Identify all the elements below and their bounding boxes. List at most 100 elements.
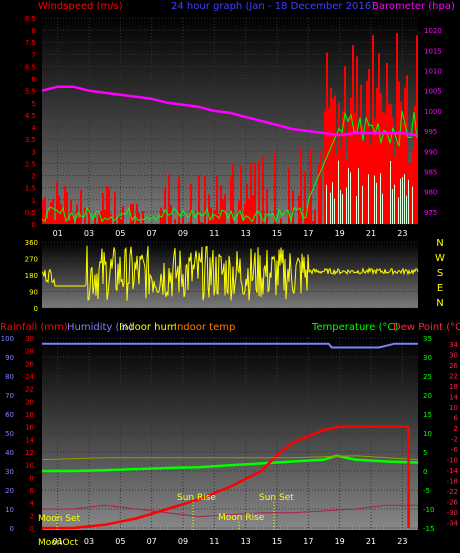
wind-gust-bar	[340, 149, 342, 224]
wind-gust-bar	[386, 62, 388, 224]
wind-gust-bar	[208, 194, 210, 224]
wind-gust-bar	[106, 186, 108, 224]
time-tick-label: 07	[147, 229, 157, 238]
wind-gust-bar	[262, 156, 264, 224]
wind-gust-bar	[80, 190, 82, 224]
temp-tick-label: 30	[423, 354, 432, 362]
wind-gust-bar	[406, 75, 408, 224]
wind-gust-bar	[174, 219, 176, 224]
wind-avg-bar	[382, 193, 383, 224]
wind-gust-bar	[396, 33, 398, 225]
wind-gust-bar	[306, 208, 308, 224]
windspeed-tick-label: 2.5	[25, 160, 36, 168]
indoor-hum-title: Indoor hum	[119, 322, 177, 333]
wind-avg-bar	[362, 185, 363, 224]
chart-title: 24 hour graph (Jan - 18 December 2016)	[171, 1, 375, 12]
wind-avg-bar	[392, 189, 393, 224]
wind-gust-bar	[250, 162, 252, 224]
rain-tick-label: 2	[30, 512, 34, 520]
wind-avg-bar	[404, 174, 405, 224]
wind-gust-bar	[332, 98, 334, 224]
wind-gust-bar	[392, 117, 394, 224]
wind-direction-line	[41, 245, 419, 301]
dewpoint-tick-label: -14	[447, 467, 459, 475]
wind-gust-bar	[60, 204, 62, 224]
wind-avg-bar	[340, 190, 341, 224]
wind-avg-bar	[334, 198, 335, 224]
wind-gust-bar	[204, 174, 206, 224]
wind-gust-bar	[202, 222, 204, 224]
humidity-tick-label: 90	[5, 354, 14, 362]
time-tick-label: 11	[209, 537, 219, 546]
wind-avg-bar	[374, 175, 375, 224]
time-ticks-bottom: 01 03 05 07 09 11 13 15 17 19 21 23	[53, 537, 408, 546]
dewpoint-tick-label: -6	[451, 446, 459, 454]
dewpoint-tick-label: -2	[451, 436, 458, 444]
wind-gust-bar	[398, 81, 400, 224]
wind-avg-bar	[368, 174, 369, 224]
compass-label: S	[437, 268, 443, 279]
wind-gust-bar	[328, 107, 330, 224]
wind-gust-bar	[210, 207, 212, 224]
wind-gust-bar	[300, 147, 302, 224]
rain-tick-label: 20	[25, 398, 34, 406]
wind-gust-bar	[66, 192, 68, 224]
wind-gust-bar	[354, 112, 356, 224]
wind-gust-bar	[78, 217, 80, 224]
time-tick-label: 15	[272, 229, 282, 238]
wind-gust-bar	[200, 221, 202, 224]
dewpoint-tick-label: 6	[454, 415, 459, 423]
wind-avg-bar	[406, 195, 407, 224]
wind-gust-bar	[222, 198, 224, 224]
wind-gust-bar	[374, 118, 376, 224]
series-line-indoor-hum	[41, 455, 419, 461]
direction-tick-label: 0	[34, 305, 38, 313]
wind-gust-bar	[402, 122, 404, 224]
wind-gust-bar	[214, 209, 216, 224]
wind-avg-bar	[380, 173, 381, 224]
wind-avg-bar	[390, 161, 391, 224]
windspeed-tick-label: 5	[32, 100, 36, 108]
wind-gust-bar	[64, 186, 66, 224]
windspeed-tick-label: 3.5	[25, 136, 36, 144]
wind-gust-bar	[48, 212, 50, 224]
time-tick-label: 21	[366, 537, 376, 546]
wind-gust-bar	[232, 164, 234, 224]
wind-gust-bar	[178, 176, 180, 224]
wind-avg-bar	[338, 160, 339, 224]
compass-label: E	[437, 283, 443, 294]
wind-gust-bar	[164, 188, 166, 224]
wind-gust-bar	[108, 187, 110, 224]
wind-gust-bar	[364, 142, 366, 224]
dewpoint-tick-label: 26	[449, 362, 458, 370]
humidity-tick-label: 70	[5, 392, 14, 400]
barometer-tick-label: 1000	[424, 108, 442, 116]
barometer-tick-label: 975	[424, 209, 437, 217]
wind-gust-bar	[188, 222, 190, 224]
windspeed-tick-label: 3	[32, 148, 36, 156]
direction-tick-label: 90	[29, 289, 38, 297]
wind-gust-bar	[254, 162, 256, 224]
windspeed-tick-label: 8	[32, 27, 36, 35]
series-line-dew-point-c-	[42, 504, 418, 518]
dewpoint-tick-label: -26	[447, 499, 459, 507]
wind-gust-bar	[246, 183, 248, 224]
wind-gust-bar	[372, 35, 374, 225]
humidity-axis-title: Humidity (%)	[67, 322, 133, 333]
wind-gust-bar	[330, 87, 332, 224]
wind-gust-bar	[382, 112, 384, 224]
temp-tick-label: 0	[423, 468, 427, 476]
wind-avg-bar	[326, 184, 327, 224]
wind-avg-bar	[376, 182, 377, 224]
temp-tick-label: 35	[423, 335, 432, 343]
time-tick-label: 03	[84, 537, 94, 546]
barometer-ticks: 1020 1015 1010 1005 1000 995 990 985 980 975	[424, 27, 442, 217]
rain-tick-label: 22	[25, 386, 34, 394]
rain-tick-label: 16	[25, 424, 34, 432]
wind-gust-bar	[292, 190, 294, 224]
direction-tick-label: 360	[25, 239, 38, 247]
dewpoint-tick-label: -34	[447, 520, 459, 528]
windspeed-tick-label: 0	[32, 221, 36, 229]
wind-gust-bar	[190, 184, 192, 224]
wind-gust-bar	[312, 221, 314, 224]
